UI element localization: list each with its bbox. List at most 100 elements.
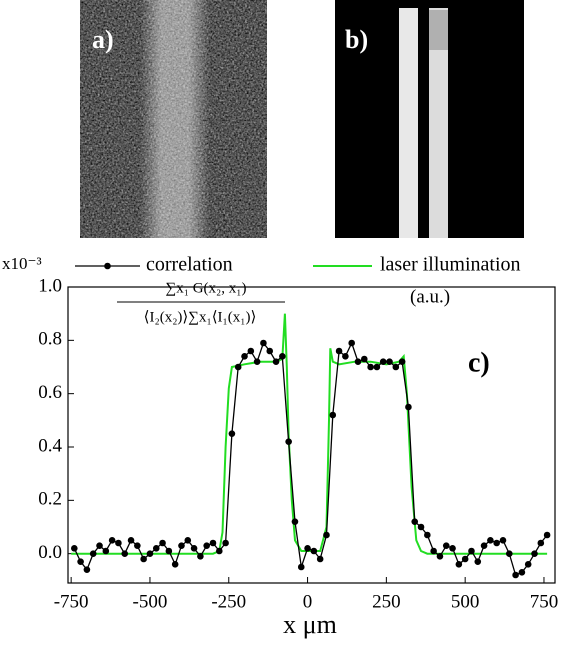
data-point (379, 358, 387, 365)
data-point (398, 358, 406, 365)
data-point (449, 545, 456, 552)
y-tick-label: 0.0 (38, 542, 62, 563)
data-point (316, 555, 324, 563)
x-tick-label: -500 (133, 591, 168, 612)
panel-label: c) (468, 347, 490, 378)
data-point (171, 561, 179, 568)
data-point (480, 542, 488, 549)
data-point (203, 542, 210, 549)
x-tick-label: -750 (54, 591, 89, 612)
y-tick-label: 1.0 (38, 275, 62, 296)
data-point (89, 550, 97, 557)
data-point (461, 555, 469, 563)
y-tick-label: 0.8 (38, 329, 62, 350)
data-point (228, 430, 236, 437)
data-point (323, 531, 330, 539)
data-point (411, 518, 419, 525)
data-point (537, 539, 545, 547)
data-point (165, 547, 173, 555)
image-b: b) (335, 0, 524, 238)
data-point (405, 403, 412, 411)
data-point (455, 561, 463, 568)
data-point (524, 561, 532, 568)
data-point (108, 537, 116, 544)
y-scale-label: x10⁻³ (2, 254, 42, 273)
data-point (297, 563, 305, 571)
data-point (291, 518, 299, 525)
data-point (127, 537, 135, 544)
data-point (209, 539, 217, 547)
data-point (178, 542, 185, 549)
plot-frame (67, 286, 556, 584)
data-point (424, 531, 431, 539)
formula-numerator: ∑x₁ G(x₂, x₁) (166, 280, 247, 296)
y-tick-label: 0.6 (38, 382, 62, 403)
data-point (304, 545, 311, 552)
data-point (146, 550, 154, 557)
data-point (493, 539, 500, 547)
data-point (360, 355, 368, 363)
data-point (474, 558, 482, 565)
data-point (234, 363, 242, 371)
data-point (134, 542, 141, 549)
data-point (543, 531, 551, 539)
data-point (184, 537, 192, 544)
data-point (247, 347, 255, 355)
x-tick-label: -250 (211, 591, 246, 612)
data-point (505, 550, 513, 557)
data-point (335, 347, 343, 355)
data-point (487, 537, 494, 544)
y-tick-label: 0.2 (38, 489, 62, 510)
formula-denominator: ⟨I₂(x₂)⟩∑x₁⟨I₁(x₁)⟩ (144, 309, 257, 325)
data-point (152, 545, 160, 552)
data-point (468, 547, 475, 555)
image-a: a) (80, 0, 267, 238)
data-point (436, 553, 444, 560)
data-point (310, 547, 318, 555)
unit-note: (a.u.) (410, 286, 450, 307)
data-point (354, 358, 362, 365)
data-point (367, 363, 374, 371)
x-tick-label: 500 (451, 591, 480, 612)
legend-label: correlation (146, 254, 233, 276)
data-point (386, 358, 393, 365)
series-line (73, 341, 548, 576)
data-point (329, 411, 337, 419)
data-point (77, 558, 84, 565)
data-point (83, 566, 91, 573)
data-point (222, 539, 229, 547)
data-point (279, 353, 286, 360)
data-point (531, 550, 538, 557)
x-tick-label: 250 (372, 591, 401, 612)
data-point (102, 547, 110, 555)
y-tick-label: 0.4 (38, 435, 62, 456)
data-point (260, 339, 267, 347)
data-point (430, 547, 437, 555)
data-point (190, 545, 198, 552)
data-point (71, 545, 78, 552)
legend-marker (104, 262, 111, 270)
panel-label: a) (92, 25, 114, 54)
data-point (518, 569, 526, 576)
x-axis-label: x μm (283, 610, 337, 639)
data-point (417, 523, 425, 531)
data-point (140, 555, 147, 563)
data-point (373, 363, 381, 371)
data-point (253, 358, 261, 365)
data-point (342, 353, 349, 360)
data-point (159, 539, 166, 547)
data-point (266, 347, 274, 355)
data-point (499, 537, 507, 544)
data-point (512, 571, 519, 579)
panel-label: b) (345, 25, 368, 54)
data-point (96, 542, 103, 549)
data-point (285, 438, 292, 445)
data-point (216, 547, 223, 555)
data-point (272, 358, 280, 365)
x-tick-label: 0 (303, 591, 313, 612)
legend-label: laser illumination (380, 254, 521, 276)
data-point (442, 542, 450, 549)
data-point (121, 550, 129, 557)
x-tick-label: 750 (530, 591, 559, 612)
